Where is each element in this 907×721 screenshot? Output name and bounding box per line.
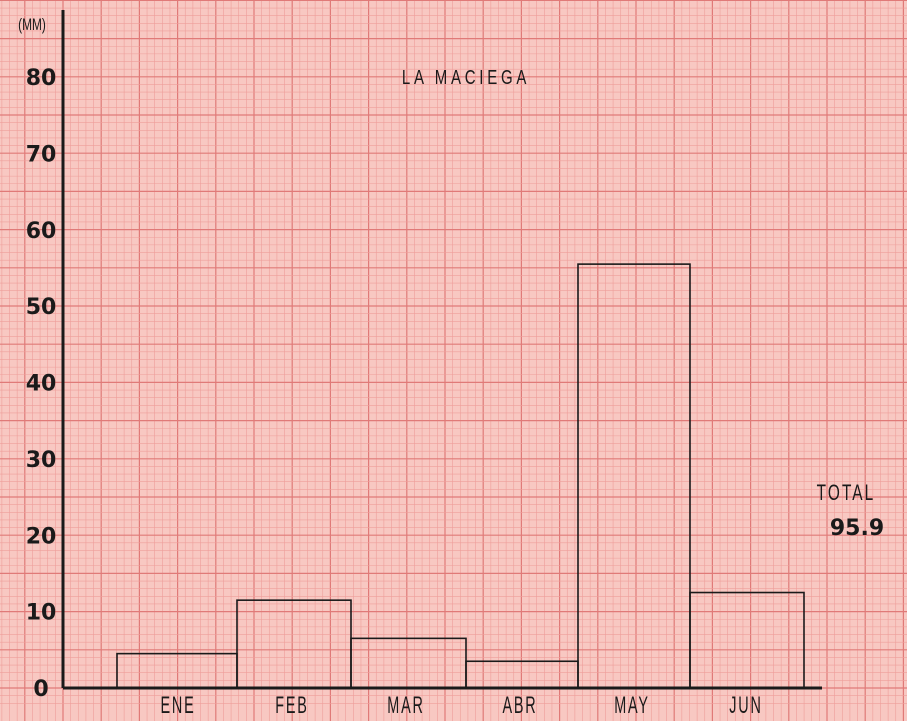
- y-tick-label: 20: [26, 524, 57, 549]
- y-tick-label: 0: [33, 677, 48, 702]
- y-tick-label: 80: [26, 66, 57, 91]
- x-tick-label: ENE: [160, 692, 195, 719]
- y-tick-label: 10: [26, 601, 57, 626]
- x-tick-label: ABR: [502, 692, 537, 719]
- y-tick-label: 60: [26, 219, 57, 244]
- x-tick-label: MAY: [614, 692, 650, 719]
- y-axis-unit-label: (MM): [18, 16, 46, 35]
- total-label: TOTAL: [817, 481, 876, 505]
- x-tick-label: FEB: [275, 692, 308, 719]
- y-tick-label: 70: [26, 142, 57, 167]
- total-value: 95.9: [830, 516, 884, 541]
- x-tick-label: MAR: [387, 692, 424, 719]
- y-tick-labels: 0 10 20 30 40 50 60 70 80: [26, 66, 57, 702]
- x-tick-label: JUN: [729, 692, 762, 719]
- chart-title: LA MACIEGA: [402, 66, 530, 89]
- y-tick-label: 40: [26, 372, 57, 397]
- bar-jun: [689, 591, 805, 689]
- x-tick-labels: ENE FEB MAR ABR MAY JUN: [160, 692, 762, 719]
- y-tick-label: 50: [26, 295, 57, 320]
- y-tick-label: 30: [26, 448, 57, 473]
- bar-may: [577, 263, 691, 689]
